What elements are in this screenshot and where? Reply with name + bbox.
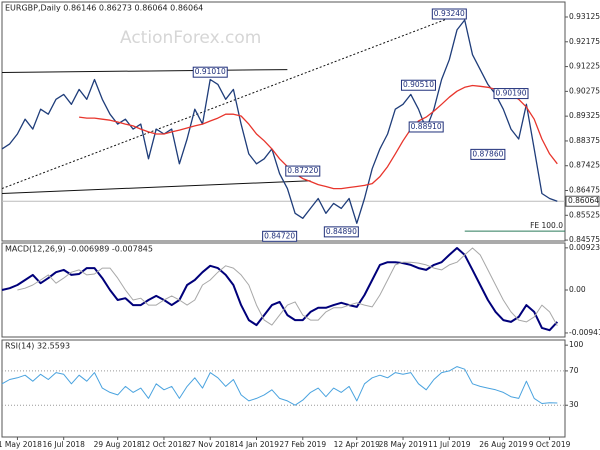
annotation-box bbox=[470, 148, 506, 160]
y-tick-label: 0.91225 bbox=[569, 62, 600, 71]
x-tick-label: 16 Jul 2018 bbox=[42, 440, 85, 449]
y-tick-label: 0.86475 bbox=[569, 186, 600, 195]
annotation-box bbox=[431, 8, 467, 20]
series-line bbox=[1, 19, 558, 224]
y-tick-label: 0.93125 bbox=[569, 12, 600, 21]
x-tick-label: 14 Jan 2019 bbox=[234, 440, 279, 449]
annotation-box bbox=[262, 230, 298, 242]
x-tick-label: 28 May 2019 bbox=[379, 440, 428, 449]
x-tick-label: 12 Oct 2018 bbox=[141, 440, 188, 449]
annotation-label: 0.88910 bbox=[411, 122, 442, 131]
x-tick-label: 27 Feb 2019 bbox=[279, 440, 326, 449]
annotation-label: 0.93240 bbox=[434, 9, 465, 18]
x-tick-label: 11 Jul 2019 bbox=[428, 440, 471, 449]
annotation-box bbox=[400, 79, 436, 91]
x-tick-label: 12 Apr 2019 bbox=[334, 440, 381, 449]
last-price-box bbox=[565, 195, 600, 207]
y-tick-label: -0.009413 bbox=[569, 328, 600, 337]
x-tick-label: 31 May 2018 bbox=[0, 440, 42, 449]
fe-label: FE 100.0 bbox=[530, 221, 563, 230]
y-tick-label: 0.90275 bbox=[569, 86, 600, 95]
macd-title: MACD(12,26,9) -0.006989 -0.007845 bbox=[5, 245, 153, 254]
annotation-label: 0.84890 bbox=[326, 227, 357, 236]
macd-panel bbox=[1, 242, 566, 338]
x-tick-label: 26 Aug 2019 bbox=[479, 440, 527, 449]
annotation-box bbox=[493, 88, 529, 100]
y-tick-label: 0.89325 bbox=[569, 111, 600, 120]
annotation-box bbox=[323, 226, 359, 238]
y-tick-label: 0.92175 bbox=[569, 37, 600, 46]
y-tick-label: 100 bbox=[569, 340, 584, 349]
annotation-label: 0.90510 bbox=[403, 80, 434, 89]
annotation-box bbox=[408, 121, 444, 133]
y-tick-label: 0.009237 bbox=[569, 243, 600, 252]
x-tick-label: 29 Aug 2018 bbox=[94, 440, 142, 449]
annotation-label: 0.91010 bbox=[195, 67, 226, 76]
annotation-label: 0.84720 bbox=[264, 231, 295, 240]
x-tick-label: 9 Oct 2019 bbox=[529, 440, 571, 449]
last-price-label: 0.86064 bbox=[568, 196, 599, 205]
x-tick-label: 27 Nov 2018 bbox=[186, 440, 234, 449]
y-tick-label: 0.00 bbox=[569, 285, 586, 294]
series-line bbox=[1, 366, 558, 406]
price-title: EURGBP,Daily 0.86146 0.86273 0.86064 0.8… bbox=[5, 4, 203, 13]
annotation-label: 0.87860 bbox=[472, 149, 503, 158]
series-line bbox=[17, 247, 558, 327]
annotation-label: 0.87220 bbox=[287, 166, 318, 175]
trend-line bbox=[1, 69, 288, 73]
trend-line bbox=[1, 11, 465, 190]
series-line bbox=[1, 247, 559, 332]
rsi-title: RSI(14) 32.5593 bbox=[5, 342, 70, 351]
annotation-label: 0.90190 bbox=[496, 89, 527, 98]
y-tick-label: 0.88375 bbox=[569, 136, 600, 145]
series-line bbox=[79, 84, 558, 190]
rsi-panel bbox=[1, 339, 566, 438]
price-panel bbox=[1, 1, 566, 242]
y-tick-label: 70 bbox=[569, 366, 579, 375]
annotation-box bbox=[192, 66, 228, 78]
watermark: ActionForex.com bbox=[120, 28, 261, 48]
y-tick-label: 0.85525 bbox=[569, 210, 600, 219]
y-tick-label: 0.84575 bbox=[569, 235, 600, 244]
trend-line bbox=[1, 180, 311, 195]
annotation-box bbox=[285, 165, 321, 177]
y-tick-label: 30 bbox=[569, 400, 579, 409]
y-tick-label: 0.87425 bbox=[569, 161, 600, 170]
